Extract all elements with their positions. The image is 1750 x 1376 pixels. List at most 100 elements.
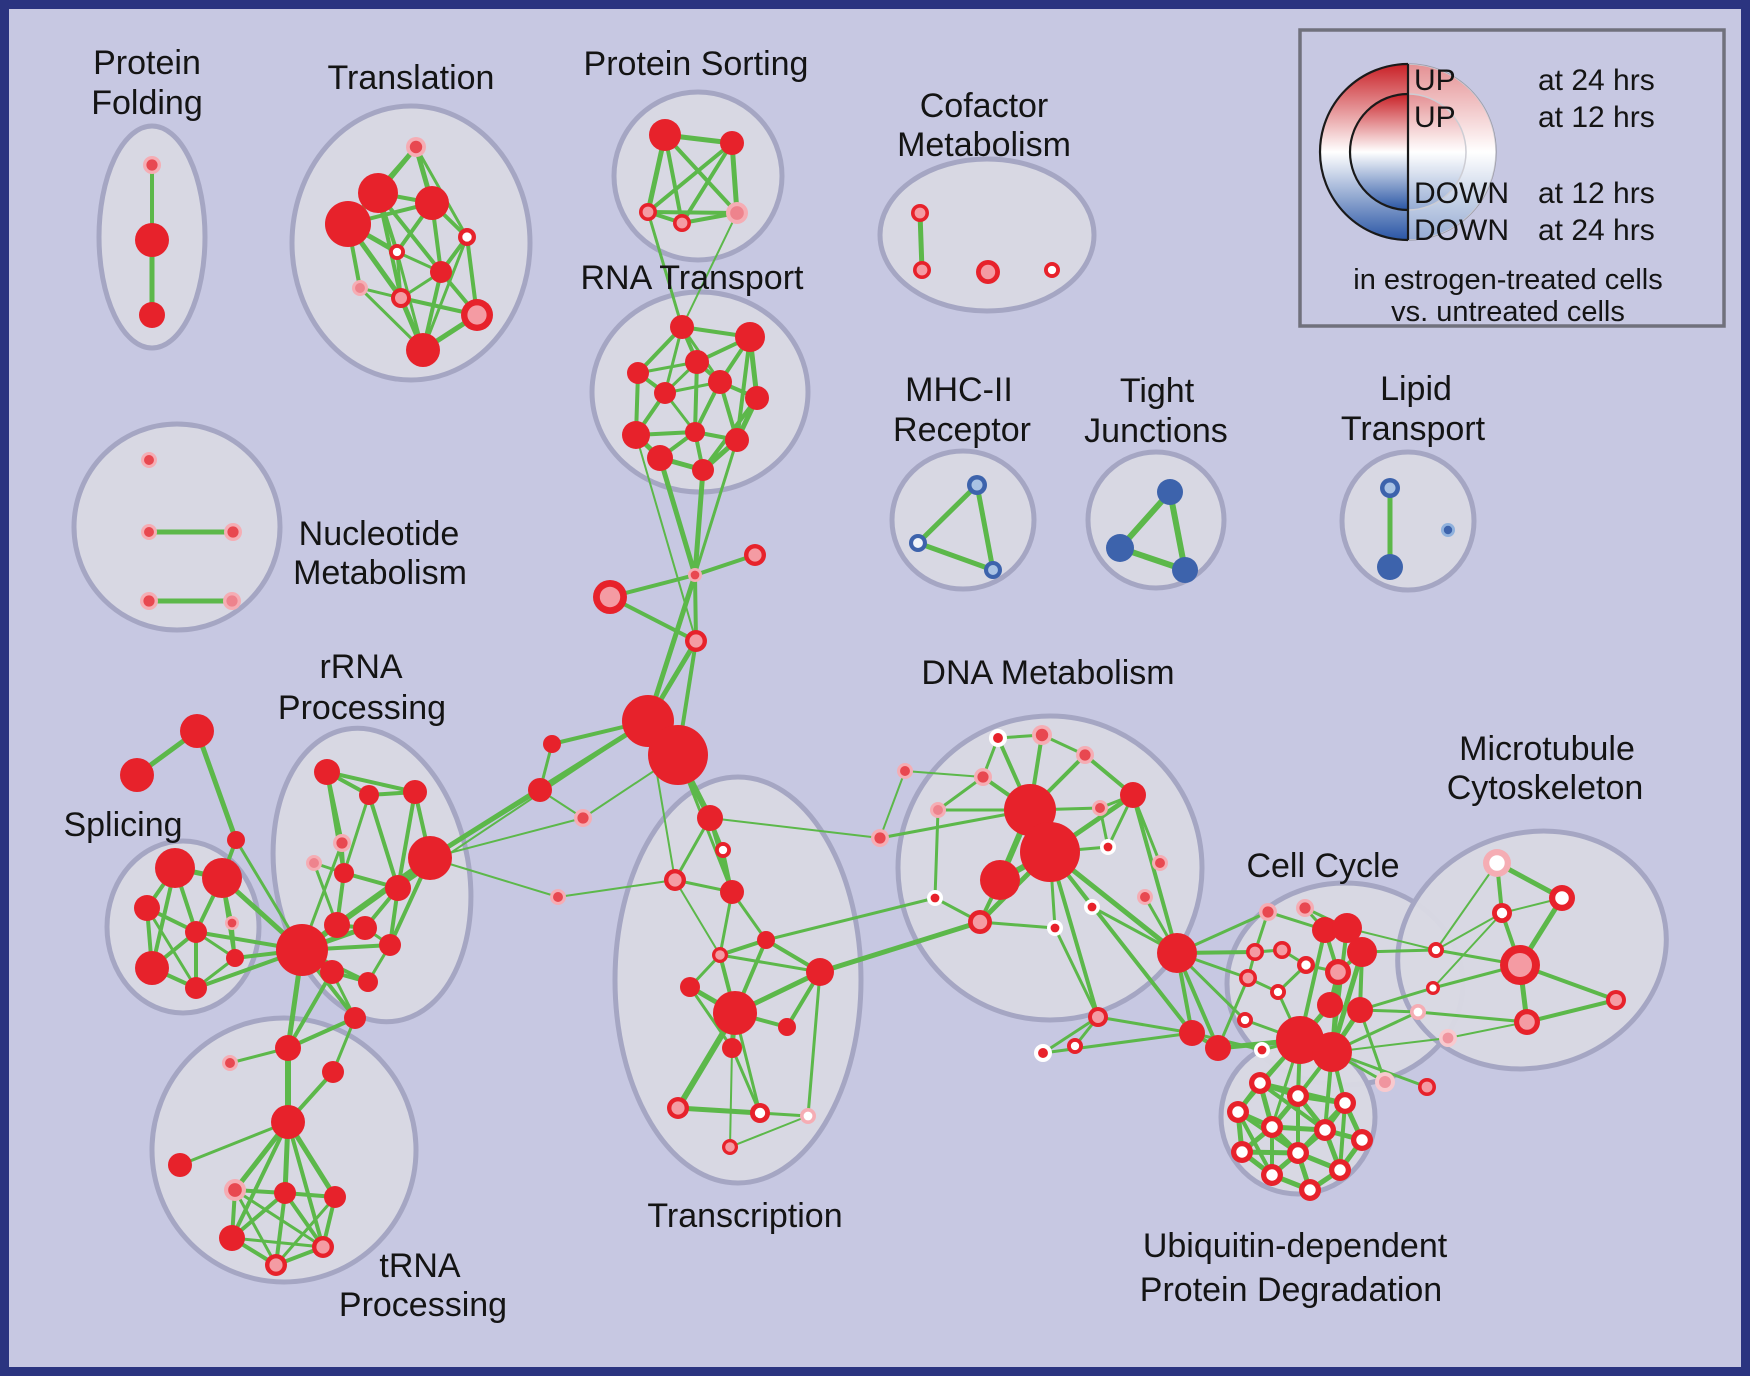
node-center [1292,1090,1304,1102]
cluster-label-microtubule-cytoskeleton-line1: Microtubule [1459,730,1635,768]
node-disc [120,758,154,792]
node-disc [735,322,765,352]
node-disc [725,428,749,452]
gene-node-nm2 [224,523,242,541]
node-disc [314,759,340,785]
node-center [874,832,886,844]
node-disc [1347,997,1373,1023]
interaction-edge-lnk2-dm3 [904,770,984,778]
cluster-label-tight-junctions-line1: Tight [1120,372,1195,410]
cluster-label-microtubule-cytoskeleton-line2: Cytoskeleton [1447,769,1644,807]
node-center [668,873,682,887]
node-disc [202,858,242,898]
node-center [1301,960,1311,970]
gene-node-dm13 [1084,899,1100,915]
node-center [690,570,700,580]
legend-direction-4: DOWN [1414,214,1509,247]
node-disc [543,735,561,753]
node-center [1413,1007,1423,1017]
node-disc [168,1153,192,1177]
gene-node-tr5 [389,244,405,260]
node-center [1257,1045,1267,1055]
node-disc [1205,1035,1231,1061]
interaction-edge-dm11-dm12 [978,920,1057,930]
gene-node-nm1 [141,524,157,540]
node-center [1087,902,1097,912]
node-disc [1179,1020,1205,1046]
gene-node-dm6 [1120,782,1146,808]
node-center [228,1183,242,1197]
gene-node-rr9 [353,916,377,940]
node-center [1240,1015,1250,1025]
node-center [1249,946,1261,958]
cluster-ellipse-lipid-transport [1339,449,1477,593]
node-disc [685,422,705,442]
node-center [577,812,589,824]
gene-node-rr8 [324,912,350,938]
cluster-label-tight-junctions-line2: Junctions [1084,412,1228,450]
gene-node-dm7 [980,860,1020,900]
legend-direction-2: UP [1414,101,1456,134]
gene-node-sp0 [155,848,195,888]
node-center [226,595,238,607]
node-center [309,858,319,868]
interaction-edge-rr0-rr2 [325,770,417,794]
gene-node-tn10 [265,1254,287,1276]
gene-node-sp3 [185,921,207,943]
node-center [1266,1121,1278,1133]
gene-node-nm4 [223,592,241,610]
interaction-edge-ps1-ps3 [680,141,734,225]
interaction-edge-cc17-mt4 [1447,1021,1528,1039]
node-disc [271,1105,305,1139]
node-center [900,766,910,776]
interaction-edge-lk0-rr7 [429,857,559,898]
node-disc [406,333,440,367]
gene-node-dm17 [1067,1038,1083,1054]
gene-node-rt4 [708,370,732,394]
gene-node-tx11 [667,1097,689,1119]
gene-node-tx5 [712,947,728,963]
node-disc [1317,992,1343,1018]
node-center [933,805,943,815]
node-disc [276,924,328,976]
node-center [1236,1146,1248,1158]
node-disc [1377,554,1403,580]
interaction-edge-tx10-tx12 [730,1046,762,1115]
interaction-edge-mh1-mh2 [915,540,996,573]
cluster-label-dna-metabolism-line1: DNA Metabolism [921,654,1174,692]
interaction-edge-cc20-mt0 [1435,862,1498,951]
gene-node-tn4 [168,1153,192,1177]
node-disc [324,1186,346,1208]
node-disc [325,201,371,247]
node-center [599,586,621,608]
gene-node-dmh2 [1020,822,1080,882]
gene-node-ps2 [639,203,657,221]
gene-node-dm19 [1179,1020,1205,1046]
interaction-edge-tn6-tn9 [283,1191,325,1249]
node-disc [385,875,411,901]
node-disc [980,860,1020,900]
cluster-label-mhc-ii-receptor-line1: MHC-II [905,371,1013,409]
node-center [1103,842,1113,852]
node-center [409,140,423,154]
node-disc [1312,917,1338,943]
interaction-edge-tn5-tn9 [233,1188,325,1249]
node-disc [155,848,195,888]
node-center [143,595,155,607]
node-disc [322,1061,344,1083]
node-center [1356,1134,1368,1146]
gene-node-cf1 [913,261,931,279]
node-center [1038,1048,1048,1058]
gene-node-dm2 [1076,746,1094,764]
interaction-edge-tx11-tx12 [675,1105,763,1116]
gene-node-ub2 [1334,1092,1356,1114]
node-center [1242,972,1254,984]
gene-node-tx14 [722,1139,738,1155]
interaction-edge-dm4-dm10 [933,808,940,900]
gene-node-rr11 [320,960,344,984]
node-disc [648,725,708,785]
gene-node-rt8 [685,422,705,442]
gene-node-cch2 [1312,1032,1352,1072]
node-disc [227,831,245,849]
gene-node-sp1 [202,858,242,898]
